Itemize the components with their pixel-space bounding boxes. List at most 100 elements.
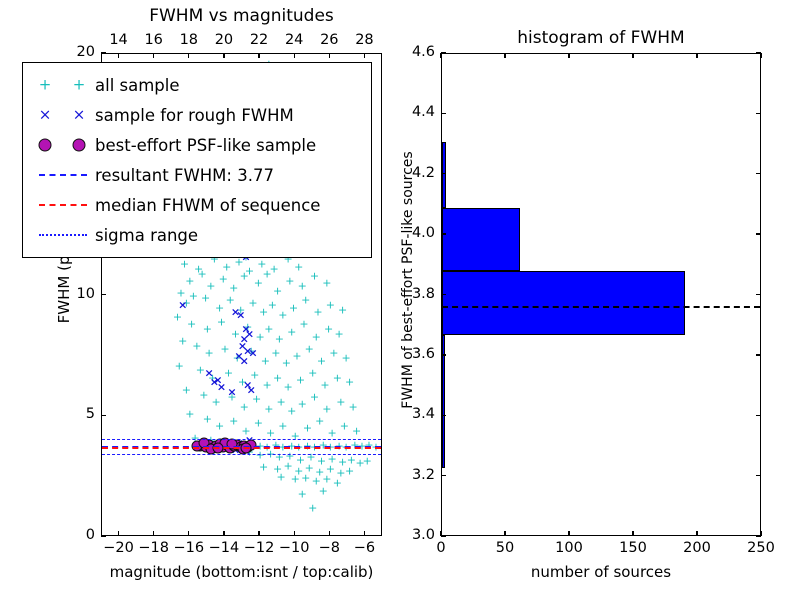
scatter-point-all-sample: + (262, 378, 272, 392)
scatter-point-all-sample: + (311, 330, 321, 344)
scatter-point-all-sample: + (251, 392, 262, 406)
scatter-point-all-sample: + (285, 274, 295, 288)
scatter-point-psf-sample (224, 442, 236, 454)
y-tick (101, 293, 106, 296)
legend-marker-sample: + + (33, 74, 95, 96)
hist-y-tick-label: 4.0 (411, 225, 435, 242)
scatter-point-all-sample: + (185, 407, 195, 421)
legend-label: best-effort PSF-like sample (95, 135, 317, 155)
hist-y-tick (441, 354, 446, 356)
hist-y-tick (441, 112, 446, 115)
scatter-point-all-sample: + (315, 465, 325, 479)
scatter-point-rough-sample: × (230, 305, 241, 319)
scatter-point-all-sample: + (264, 402, 274, 416)
reference-line (102, 445, 381, 448)
scatter-point-all-sample: + (276, 395, 286, 409)
scatter-point-all-sample: + (362, 454, 372, 468)
hist-y-tick (441, 414, 446, 416)
scatter-point-all-sample: + (316, 454, 327, 468)
hist-y-tick-right (756, 173, 761, 175)
scatter-point-all-sample: + (229, 281, 239, 295)
hist-x-tick-top (760, 53, 762, 58)
hist-x-tick-label: 50 (495, 540, 515, 556)
scatter-point-all-sample: + (332, 476, 342, 490)
hist-x-tick (568, 531, 570, 536)
hist-y-tick-label: 3.6 (411, 345, 435, 362)
scatter-point-all-sample: + (327, 452, 337, 465)
x-tick (117, 531, 120, 536)
scatter-point-all-sample: + (227, 390, 237, 404)
scatter-point-all-sample: + (273, 284, 283, 298)
scatter-point-rough-sample: × (218, 438, 228, 452)
scatter-point-all-sample: + (294, 260, 304, 274)
dashed-line-icon (39, 174, 87, 176)
scatter-point-all-sample: + (322, 276, 332, 290)
scatter-point-all-sample: + (253, 276, 263, 290)
scatter-point-rough-sample: × (204, 366, 214, 380)
scatter-point-psf-sample (191, 440, 203, 452)
scatter-point-psf-sample (226, 438, 238, 450)
scatter-point-all-sample: + (271, 346, 281, 360)
scatter-point-all-sample: + (283, 459, 293, 473)
scatter-point-all-sample: + (315, 414, 325, 428)
scatter-point-all-sample: + (346, 453, 356, 467)
y-tick (101, 52, 106, 54)
scatter-point-all-sample: + (325, 298, 335, 312)
scatter-point-all-sample: + (202, 412, 212, 426)
scatter-point-all-sample: + (192, 339, 202, 353)
y-tick-label: 20 (76, 44, 95, 60)
scatter-point-all-sample: + (341, 440, 351, 454)
scatter-point-psf-sample (207, 442, 219, 454)
scatter-point-all-sample: + (299, 317, 309, 331)
scatter-point-all-sample: + (309, 440, 320, 454)
scatter-point-rough-sample: × (239, 332, 249, 346)
scatter-point-psf-sample (212, 442, 224, 454)
top-x-tick-label: 18 (179, 32, 199, 48)
scatter-point-all-sample: + (294, 440, 304, 454)
x-tick-label: −6 (353, 540, 376, 556)
scatter-point-psf-sample (203, 439, 215, 451)
scatter-point-all-sample: + (290, 429, 300, 443)
x-tick (328, 531, 330, 536)
top-x-tick-label: 16 (144, 32, 163, 48)
scatter-point-rough-sample: × (227, 385, 237, 399)
legend-item: best-effort PSF-like sample (23, 130, 371, 160)
cross-icon: × (72, 105, 86, 124)
hist-x-tick-top (696, 53, 698, 58)
scatter-point-all-sample: + (239, 400, 249, 414)
scatter-point-all-sample: + (329, 346, 339, 360)
scatter-point-all-sample: + (304, 461, 314, 475)
scatter-point-all-sample: + (290, 472, 300, 486)
scatter-point-psf-sample (210, 440, 222, 452)
scatter-point-rough-sample: × (216, 380, 227, 394)
scatter-point-all-sample: + (201, 439, 211, 453)
scatter-point-all-sample: + (222, 260, 232, 274)
histogram-reference-line (442, 306, 760, 309)
scatter-point-all-sample: + (250, 368, 260, 382)
scatter-point-all-sample: + (295, 453, 306, 467)
scatter-point-all-sample: + (257, 257, 267, 271)
scatter-point-psf-sample (245, 439, 257, 451)
legend-label: median FHWM of sequence (95, 195, 321, 215)
hist-x-tick (696, 531, 698, 536)
hist-x-tick (760, 531, 762, 536)
hist-y-tick-label: 3.8 (411, 285, 435, 302)
scatter-point-all-sample: + (244, 264, 255, 278)
right-yaxis-title: FWHM of best-effort PSF-like sources (400, 151, 416, 409)
hist-y-tick (441, 293, 446, 296)
scatter-point-psf-sample (235, 441, 247, 453)
x-tick-label: −20 (103, 540, 134, 556)
hist-y-tick (441, 474, 446, 477)
hist-x-tick (632, 531, 634, 536)
hist-y-tick (441, 52, 446, 54)
legend: + + all sample × × sample for rough FWHM best-… (22, 62, 372, 258)
scatter-point-all-sample: + (215, 301, 225, 315)
scatter-point-all-sample: + (322, 402, 332, 416)
hist-x-tick-label: 250 (747, 540, 775, 556)
scatter-point-all-sample: + (262, 267, 272, 281)
scatter-point-psf-sample (217, 441, 229, 453)
hist-y-tick-label: 4.2 (411, 164, 435, 181)
scatter-point-psf-sample (228, 440, 240, 452)
x-tick (258, 531, 260, 536)
